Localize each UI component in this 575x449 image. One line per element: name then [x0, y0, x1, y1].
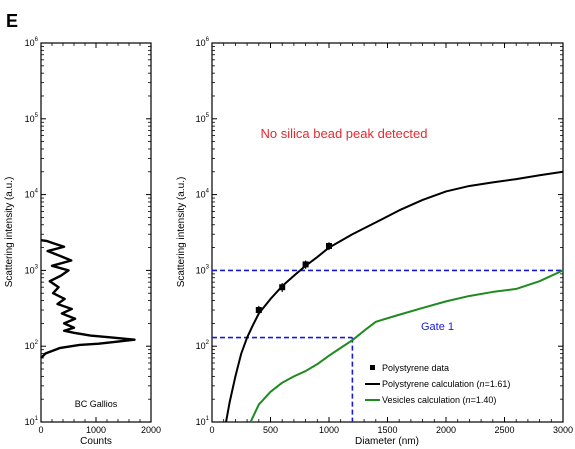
right-x-tick-label: 0	[209, 425, 214, 435]
right-y-tick-label: 106	[196, 37, 210, 48]
instrument-label: BC Gallios	[75, 399, 118, 409]
polystyrene-data-point	[326, 242, 332, 249]
polystyrene-data-point	[255, 307, 262, 314]
legend-label-polystyrene-calc: Polystyrene calculation (n=1.61)	[382, 379, 510, 389]
right-x-tick-label: 2000	[436, 425, 456, 435]
left-y-axis-label: Scattering intensity (a.u.)	[4, 177, 15, 288]
left-y-tick-label: 104	[25, 189, 39, 200]
left-x-tick-label: 1000	[86, 425, 106, 435]
left-x-tick-label: 0	[38, 425, 43, 435]
right-y-tick-label: 105	[196, 113, 210, 124]
right-series	[225, 170, 564, 423]
legend-marker-polystyrene-data	[370, 365, 375, 370]
vesicles-calculation-line	[249, 269, 564, 423]
left-y-tick-label: 106	[25, 37, 39, 48]
left-x-axis-label: Counts	[80, 436, 112, 447]
panel-letter: E	[6, 11, 18, 31]
diameter-scatter-panel: 101 102 103 104 105 106 0 500 1000 1500 2000 2500 30…	[176, 37, 573, 447]
counts-histogram-panel: 101 102 103 104 105 106 0 1000 2000 BC Gallios C…	[4, 37, 161, 447]
right-x-tick-label: 2500	[494, 425, 514, 435]
gate-1-label: Gate 1	[421, 321, 454, 333]
chart-legend: Polystyrene data Polystyrene calculation…	[365, 363, 510, 405]
legend-label-polystyrene-data: Polystyrene data	[382, 363, 449, 373]
right-y-tick-label: 104	[196, 189, 210, 200]
right-x-tick-label: 1000	[319, 425, 339, 435]
right-x-tick-label: 500	[263, 425, 278, 435]
polystyrene-calculation-line	[225, 170, 564, 423]
no-peak-annotation: No silica bead peak detected	[261, 126, 428, 141]
left-y-tick-label: 102	[25, 340, 39, 351]
counts-histogram-line	[40, 239, 136, 359]
polystyrene-data-point	[279, 284, 286, 291]
polystyrene-data-point	[302, 261, 309, 268]
left-axis-ticks: 101 102 103 104 105 106 0 1000 2000	[25, 37, 161, 435]
right-x-tick-label: 3000	[553, 425, 573, 435]
right-y-tick-label: 101	[196, 416, 210, 427]
left-plot-frame	[40, 42, 152, 423]
right-x-tick-label: 1500	[377, 425, 397, 435]
legend-label-vesicles-calc: Vesicles calculation (n=1.40)	[382, 395, 496, 405]
right-y-axis-label: Scattering intensity (a.u.)	[176, 177, 187, 288]
gate-1-lines	[212, 269, 563, 422]
left-x-tick-label: 2000	[141, 425, 161, 435]
left-histogram-series	[40, 239, 136, 359]
polystyrene-data-markers	[255, 242, 332, 315]
right-axis-ticks: 101 102 103 104 105 106 0 500 1000 1500 2000 2500 30…	[196, 37, 573, 435]
right-y-tick-label: 103	[196, 264, 210, 275]
right-y-tick-label: 102	[196, 340, 210, 351]
left-y-tick-label: 103	[25, 264, 39, 275]
left-y-tick-label: 105	[25, 113, 39, 124]
right-x-axis-label: Diameter (nm)	[355, 436, 419, 447]
left-y-tick-label: 101	[25, 416, 39, 427]
